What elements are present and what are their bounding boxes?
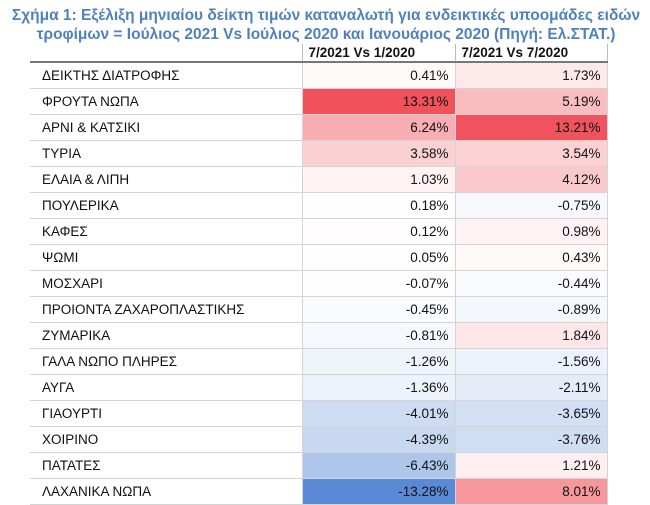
row-label: ΠΑΤΑΤΕΣ [30,452,303,479]
heat-cell: 13.31% [301,88,456,115]
heat-cell: -4.39% [301,426,456,453]
row-label: ΜΟΣΧΑΡΙ [30,270,303,297]
heat-cell: 3.58% [301,140,456,167]
heat-cell: 1.21% [454,452,608,479]
table-row: ΚΑΦΕΣ 0.12% 0.98% [30,218,608,245]
heat-cell: -4.01% [301,400,456,427]
heat-cell: -0.81% [301,322,456,349]
heat-cell: -2.11% [454,374,608,401]
row-label: ΨΩΜΙ [30,244,303,271]
table-row: ΧΟΙΡΙΝΟ -4.39% -3.76% [30,426,608,453]
heat-cell: -0.44% [454,270,608,297]
column-header-1: 7/2021 Vs 1/2020 [301,44,456,63]
table-row: ΓΙΑΟΥΡΤΙ -4.01% -3.65% [30,400,608,427]
table-row: ΔΕΙΚΤΗΣ ΔΙΑΤΡΟΦΗΣ 0.41% 1.73% [30,61,608,89]
row-label: ΑΡΝΙ & ΚΑΤΣΙΚΙ [30,114,303,141]
table-row: ΠΟΥΛΕΡΙΚΑ 0.18% -0.75% [30,192,608,219]
table-row: ΜΟΣΧΑΡΙ -0.07% -0.44% [30,270,608,297]
row-label: ΚΑΦΕΣ [30,218,303,245]
row-label: ΠΟΥΛΕΡΙΚΑ [30,192,303,219]
table-row: ΦΡΟΥΤΑ ΝΩΠΑ 13.31% 5.19% [30,88,608,115]
heat-cell: -0.75% [454,192,608,219]
heat-cell: 0.05% [301,244,456,271]
heat-cell: -0.89% [454,296,608,323]
table-row: ΑΥΓΑ -1.36% -2.11% [30,374,608,401]
heat-cell: -1.26% [301,348,456,375]
table-row: ΑΡΝΙ & ΚΑΤΣΙΚΙ 6.24% 13.21% [30,114,608,141]
heat-cell: 1.84% [454,322,608,349]
table-row: ΠΑΤΑΤΕΣ -6.43% 1.21% [30,452,608,479]
heat-cell: 0.43% [454,244,608,271]
heat-cell: -0.07% [301,270,456,297]
table-row: ΓΑΛΑ ΝΩΠΟ ΠΛΗΡΕΣ -1.26% -1.56% [30,348,608,375]
row-label: ΓΙΑΟΥΡΤΙ [30,400,303,427]
heat-cell: 1.73% [454,61,608,89]
row-label: ΤΥΡΙΑ [30,140,303,167]
heat-cell: 0.12% [301,218,456,245]
heatmap-body: ΔΕΙΚΤΗΣ ΔΙΑΤΡΟΦΗΣ 0.41% 1.73% ΦΡΟΥΤΑ ΝΩΠΑ 13… [30,61,608,505]
heatmap-table: 7/2021 Vs 1/2020 7/2021 Vs 7/2020 ΔΕΙΚΤΗ… [30,44,608,505]
row-label: ΔΕΙΚΤΗΣ ΔΙΑΤΡΟΦΗΣ [30,61,303,89]
row-label: ΛΑΧΑΝΙΚΑ ΝΩΠΑ [30,478,303,505]
heat-cell: 13.21% [454,114,608,141]
heat-cell: -13.28% [301,478,456,505]
heat-cell: -3.76% [454,426,608,453]
chart-title: Σχήμα 1: Εξέλιξη μηνιαίου δείκτη τιμών κ… [11,7,641,43]
table-row: ΠΡΟΙΟΝΤΑ ΖΑΧΑΡΟΠΛΑΣΤΙΚΗΣ -0.45% -0.89% [30,296,608,323]
table-row: ΖΥΜΑΡΙΚΑ -0.81% 1.84% [30,322,608,349]
header-row: 7/2021 Vs 1/2020 7/2021 Vs 7/2020 [30,44,608,63]
row-label: ΓΑΛΑ ΝΩΠΟ ΠΛΗΡΕΣ [30,348,303,375]
row-label: ΖΥΜΑΡΙΚΑ [30,322,303,349]
heat-cell: -3.65% [454,400,608,427]
heat-cell: -0.45% [301,296,456,323]
heat-cell: 1.03% [301,166,456,193]
row-label: ΧΟΙΡΙΝΟ [30,426,303,453]
row-label: ΦΡΟΥΤΑ ΝΩΠΑ [30,88,303,115]
heat-cell: 4.12% [454,166,608,193]
row-label: ΠΡΟΙΟΝΤΑ ΖΑΧΑΡΟΠΛΑΣΤΙΚΗΣ [30,296,303,323]
heat-cell: 0.18% [301,192,456,219]
row-label: ΕΛΑΙΑ & ΛΙΠΗ [30,166,303,193]
heat-cell: 5.19% [454,88,608,115]
heat-cell: 0.41% [301,61,456,89]
heat-cell: -1.36% [301,374,456,401]
heat-cell: 3.54% [454,140,608,167]
heat-cell: 0.98% [454,218,608,245]
heat-cell: -1.56% [454,348,608,375]
table-row: ΕΛΑΙΑ & ΛΙΠΗ 1.03% 4.12% [30,166,608,193]
heat-cell: 8.01% [454,478,608,505]
heat-cell: -6.43% [301,452,456,479]
table-row: ΛΑΧΑΝΙΚΑ ΝΩΠΑ -13.28% 8.01% [30,478,608,505]
table-row: ΤΥΡΙΑ 3.58% 3.54% [30,140,608,167]
table-row: ΨΩΜΙ 0.05% 0.43% [30,244,608,271]
header-blank [30,44,303,63]
heat-cell: 6.24% [301,114,456,141]
row-label: ΑΥΓΑ [30,374,303,401]
column-header-2: 7/2021 Vs 7/2020 [454,44,608,63]
